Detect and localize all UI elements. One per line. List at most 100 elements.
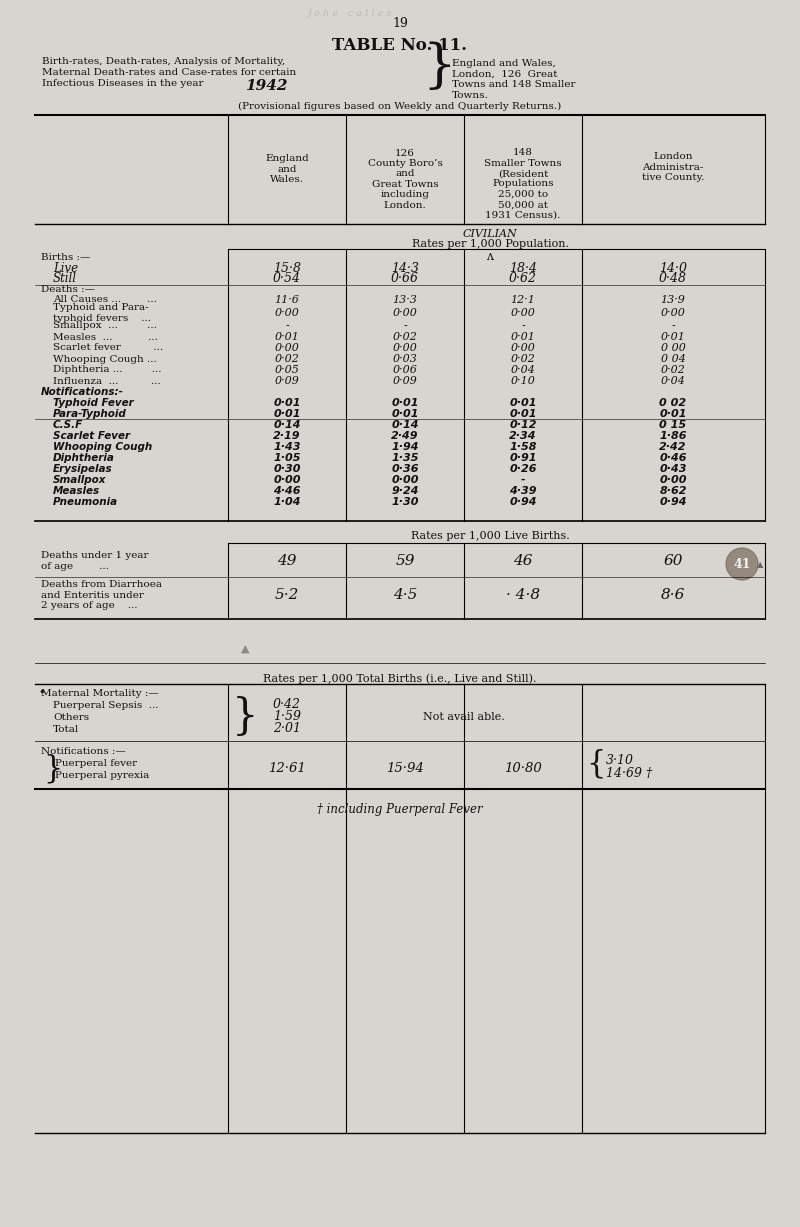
Text: 0·00: 0·00 xyxy=(661,308,686,318)
Text: 4·46: 4·46 xyxy=(274,486,301,496)
Text: 59: 59 xyxy=(395,555,414,568)
Text: {: { xyxy=(586,748,606,779)
Text: 4·39: 4·39 xyxy=(510,486,537,496)
Text: Rates per 1,000 Live Births.: Rates per 1,000 Live Births. xyxy=(410,531,570,541)
Text: 0·00: 0·00 xyxy=(510,308,535,318)
Text: 0·01: 0·01 xyxy=(510,333,535,342)
Text: 0·01: 0·01 xyxy=(274,333,299,342)
Text: 2·19: 2·19 xyxy=(274,431,301,440)
Text: England
and
Wales.: England and Wales. xyxy=(265,155,309,184)
Text: 0·14: 0·14 xyxy=(391,420,418,429)
Text: 1942: 1942 xyxy=(245,79,287,93)
Text: All Causes ...        ...: All Causes ... ... xyxy=(53,296,157,304)
Text: ʌ: ʌ xyxy=(486,250,494,263)
Text: 0 04: 0 04 xyxy=(661,355,686,364)
Text: 0·14: 0·14 xyxy=(274,420,301,429)
Text: Notifications :—: Notifications :— xyxy=(41,746,126,756)
Text: -: - xyxy=(671,321,675,331)
Text: }: } xyxy=(43,753,62,784)
Text: 0·02: 0·02 xyxy=(661,364,686,375)
Text: 41: 41 xyxy=(734,557,750,571)
Text: 13·3: 13·3 xyxy=(393,294,418,306)
Text: Smallpox: Smallpox xyxy=(53,475,106,485)
Text: 3·10: 3·10 xyxy=(606,753,634,767)
Text: Diphtheria ...         ...: Diphtheria ... ... xyxy=(53,366,162,374)
Text: 0·46: 0·46 xyxy=(659,453,686,463)
Text: Pneumonia: Pneumonia xyxy=(53,497,118,507)
Text: 0·04: 0·04 xyxy=(510,364,535,375)
Text: 12·1: 12·1 xyxy=(510,294,535,306)
Text: 1·05: 1·05 xyxy=(274,453,301,463)
Text: 60: 60 xyxy=(663,555,682,568)
Text: Deaths :—: Deaths :— xyxy=(41,286,95,294)
Text: CIVILIAN: CIVILIAN xyxy=(462,229,518,239)
Text: 0·12: 0·12 xyxy=(510,420,537,429)
Text: 15·8: 15·8 xyxy=(273,261,301,275)
Text: Measles: Measles xyxy=(53,486,100,496)
Text: -: - xyxy=(285,321,289,331)
Text: England and Wales,: England and Wales, xyxy=(452,59,556,67)
Text: 1·43: 1·43 xyxy=(274,442,301,452)
Text: Diphtheria: Diphtheria xyxy=(53,453,115,463)
Text: 0·04: 0·04 xyxy=(661,375,686,387)
Text: 1·86: 1·86 xyxy=(659,431,686,440)
Text: 1·94: 1·94 xyxy=(391,442,418,452)
Text: -: - xyxy=(403,321,407,331)
Text: 0·00: 0·00 xyxy=(393,308,418,318)
Text: 0·00: 0·00 xyxy=(393,344,418,353)
Text: 0·01: 0·01 xyxy=(274,398,301,409)
Text: -: - xyxy=(521,475,526,485)
Text: 0·00: 0·00 xyxy=(510,344,535,353)
Text: 46: 46 xyxy=(514,555,533,568)
Text: Puerperal Sepsis  ...: Puerperal Sepsis ... xyxy=(53,701,158,709)
Text: 1·58: 1·58 xyxy=(510,442,537,452)
Text: 0·43: 0·43 xyxy=(659,464,686,474)
Text: 126
County Boro’s
and
Great Towns
including
London.: 126 County Boro’s and Great Towns includ… xyxy=(367,148,442,210)
Text: 0·62: 0·62 xyxy=(509,272,537,286)
Text: 14·69 †: 14·69 † xyxy=(606,768,652,780)
Text: 0·03: 0·03 xyxy=(393,355,418,364)
Text: 5·2: 5·2 xyxy=(275,588,299,602)
Text: 0·94: 0·94 xyxy=(659,497,686,507)
Text: 8·6: 8·6 xyxy=(661,588,685,602)
Text: Infectious Diseases in the year: Infectious Diseases in the year xyxy=(42,79,206,88)
Text: 0·02: 0·02 xyxy=(510,355,535,364)
Text: 0·00: 0·00 xyxy=(274,344,299,353)
Text: -: - xyxy=(521,321,525,331)
Text: London,  126  Great: London, 126 Great xyxy=(452,70,558,79)
Text: London
Administra-
tive County.: London Administra- tive County. xyxy=(642,152,704,182)
Text: 4·5: 4·5 xyxy=(393,588,417,602)
Text: 0·30: 0·30 xyxy=(274,464,301,474)
Text: Not avail able.: Not avail able. xyxy=(423,712,505,721)
Text: Whooping Cough ...: Whooping Cough ... xyxy=(53,355,157,363)
Text: 148
Smaller Towns
(Resident
Populations
25,000 to
50,000 at
1931 Census).: 148 Smaller Towns (Resident Populations … xyxy=(484,148,562,220)
Text: 1·30: 1·30 xyxy=(391,497,418,507)
Text: 15·94: 15·94 xyxy=(386,762,424,775)
Text: 12·61: 12·61 xyxy=(268,762,306,775)
Text: 0·01: 0·01 xyxy=(659,409,686,418)
Text: Whooping Cough: Whooping Cough xyxy=(53,442,152,452)
Text: Towns.: Towns. xyxy=(452,91,489,99)
Text: Maternal Mortality :—: Maternal Mortality :— xyxy=(41,688,158,697)
Text: 0·91: 0·91 xyxy=(510,453,537,463)
Text: 0·54: 0·54 xyxy=(273,272,301,286)
Text: C.S.F: C.S.F xyxy=(53,420,83,429)
Text: Typhoid and Para-
typhoid fevers    ...: Typhoid and Para- typhoid fevers ... xyxy=(53,303,151,323)
Text: •: • xyxy=(38,688,45,698)
Text: 13·9: 13·9 xyxy=(661,294,686,306)
Text: † including Puerperal Fever: † including Puerperal Fever xyxy=(317,802,483,816)
Text: 0·06: 0·06 xyxy=(393,364,418,375)
Text: 0·00: 0·00 xyxy=(391,475,418,485)
Text: 0·01: 0·01 xyxy=(391,409,418,418)
Text: 8·62: 8·62 xyxy=(659,486,686,496)
Text: Deaths from Diarrhoea
and Enteritis under
2 years of age    ...: Deaths from Diarrhoea and Enteritis unde… xyxy=(41,580,162,610)
Circle shape xyxy=(726,548,758,580)
Text: · 4·8: · 4·8 xyxy=(506,588,540,602)
Text: }: } xyxy=(232,696,258,737)
Text: Others: Others xyxy=(53,713,89,721)
Text: 10·80: 10·80 xyxy=(504,762,542,775)
Text: 0·36: 0·36 xyxy=(391,464,418,474)
Text: Birth-rates, Death-rates, Analysis of Mortality,: Birth-rates, Death-rates, Analysis of Mo… xyxy=(42,56,285,66)
Text: Total: Total xyxy=(53,724,79,734)
Text: 0·01: 0·01 xyxy=(661,333,686,342)
